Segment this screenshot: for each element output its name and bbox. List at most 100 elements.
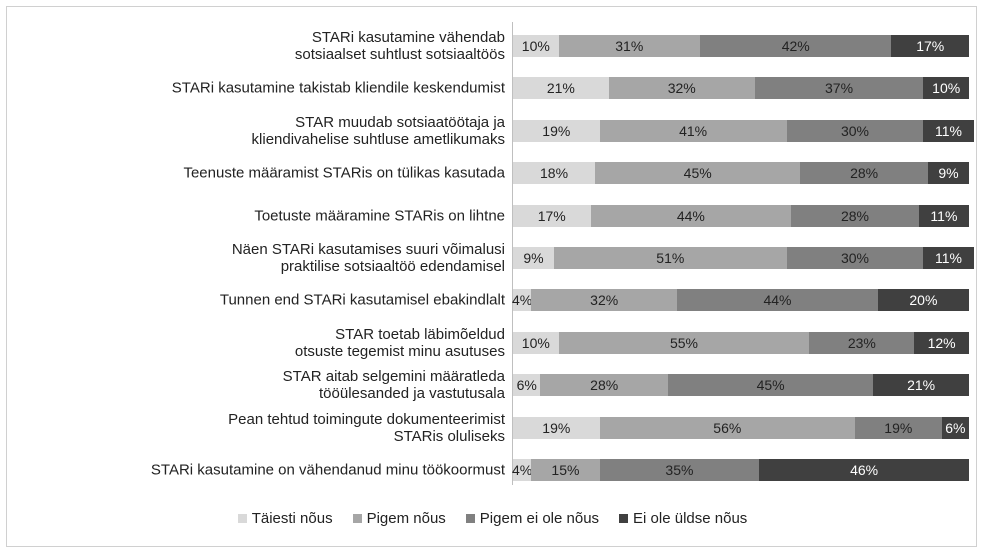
bar-segment: 28% [791,204,919,227]
legend-label: Täiesti nõus [251,510,333,527]
category-label: Toetuste määramine STARis on lihtne [254,207,505,225]
bar-segment: 28% [800,162,928,185]
data-label: 45% [756,377,785,394]
category-label: STARi kasutamine takistab kliendile kesk… [171,79,505,97]
data-label: 9% [938,165,959,182]
bar-segment: 21% [873,374,969,397]
data-label: 28% [840,207,869,224]
bar-segment: 30% [786,119,924,142]
data-label: 19% [542,122,571,139]
category-label: Näen STARi kasutamises suuri võimalusi p… [231,241,505,275]
bar-segment: 19% [855,416,942,439]
bar-segment: 6% [513,374,541,397]
bar-segment: 18% [513,162,596,185]
bar-segment: 31% [558,35,700,57]
bar-segment: 41% [599,119,787,142]
data-label: 21% [546,80,575,97]
category-label: STAR toetab läbimõeldud otsuste tegemist… [294,325,505,360]
bar-segment: 11% [923,119,974,142]
bar-segment: 42% [699,35,892,57]
data-label: 42% [781,38,810,54]
legend-swatch [352,514,362,523]
data-label: 28% [590,377,619,394]
data-label: 21% [907,377,936,394]
bar-segment: 21% [513,77,609,100]
category-axis [512,22,513,485]
data-label: 44% [676,207,705,224]
data-label: 10% [521,38,550,54]
bar-segment: 6% [941,416,969,439]
bar-segment: 45% [595,162,801,185]
bar-segment: 55% [558,331,810,354]
data-label: 19% [542,419,571,436]
data-label: 41% [679,122,708,139]
bar-segment: 44% [590,204,792,227]
data-label: 45% [683,165,712,182]
bar-segment: 15% [531,459,600,481]
data-label: 17% [916,38,945,54]
bar-segment: 28% [540,374,669,397]
bar-segment: 4% [512,459,533,481]
bar-segment: 9% [513,247,555,269]
bar-segment: 45% [668,374,874,397]
data-label: 28% [850,165,879,182]
data-label: 32% [590,292,619,309]
data-label: 12% [927,334,956,351]
legend-item: Ei ole üldse nõus [619,510,747,527]
legend-label: Pigem ei ole nõus [479,510,600,527]
category-label: Tunnen end STARi kasutamisel ebakindlalt [219,291,505,309]
bar-segment: 17% [513,204,591,227]
data-label: 10% [932,80,961,97]
bar-segment: 35% [599,459,760,481]
bar-segment: 46% [759,459,969,481]
legend-label: Ei ole üldse nõus [633,510,748,527]
legend: Täiesti nõus Pigem nõus Pigem ei ole nõus E… [0,510,985,527]
bar-segment: 56% [599,416,855,439]
data-label: 4% [512,462,533,478]
data-label: 56% [713,419,742,436]
bar-segment: 20% [877,289,969,312]
legend-swatch [465,514,475,523]
category-label: Teenuste määramist STARis on tülikas kas… [183,164,505,182]
category-label: STAR aitab selgemini määratleda tööülesa… [282,368,505,403]
bar-segment: 11% [918,204,969,227]
bar-segment: 10% [923,77,969,100]
legend-item: Pigem ei ole nõus [465,510,600,527]
data-label: 44% [763,292,792,309]
bar-segment: 51% [554,247,787,269]
data-label: 19% [884,419,913,436]
bar-segment: 12% [914,331,969,354]
data-label: 11% [934,122,962,139]
category-label: STARi kasutamine vähendab sotsiaalset su… [294,29,505,63]
bar-segment: 17% [891,35,969,57]
category-label: STAR muudab sotsiaatöötaja ja kliendivah… [251,113,505,148]
category-label: STARi kasutamine on vähendanud minu töök… [150,461,505,479]
data-label: 10% [521,334,550,351]
chart-border [6,6,977,547]
data-label: 11% [934,250,962,266]
data-label: 30% [840,122,869,139]
data-label: 20% [909,292,938,309]
data-label: 23% [847,334,876,351]
data-label: 15% [551,462,580,478]
bar-segment: 4% [512,289,533,312]
data-label: 6% [516,377,537,394]
bar-segment: 10% [513,35,559,57]
bar-segment: 30% [786,247,924,269]
bar-segment: 44% [677,289,878,312]
data-label: 51% [656,250,685,266]
bar-segment: 9% [927,162,969,185]
data-label: 4% [512,292,533,309]
data-label: 31% [615,38,644,54]
bar-segment: 32% [608,77,755,100]
data-label: 55% [669,334,698,351]
data-label: 37% [825,80,854,97]
data-label: 6% [945,419,966,436]
bar-segment: 10% [513,331,559,354]
bar-segment: 11% [923,247,974,269]
legend-label: Pigem nõus [366,510,446,527]
data-label: 30% [840,250,869,266]
legend-item: Pigem nõus [352,510,446,527]
data-label: 18% [540,165,569,182]
